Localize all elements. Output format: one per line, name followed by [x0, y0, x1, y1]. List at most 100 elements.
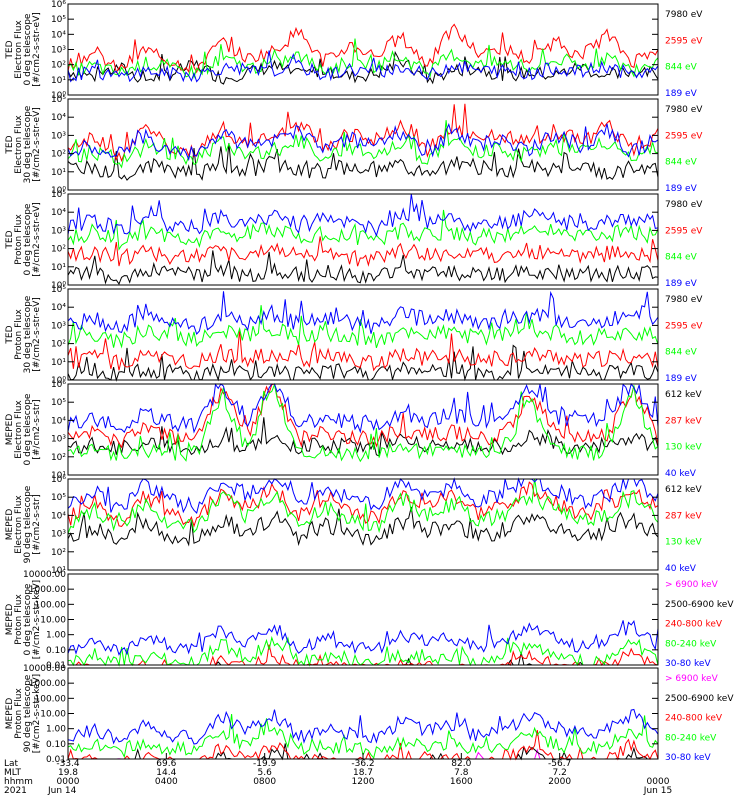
series-trace-1: [67, 344, 659, 382]
series-trace-3: [67, 209, 659, 251]
x-tick-label: 14.4: [156, 768, 176, 778]
series-trace-4: [67, 50, 659, 83]
x-tick-label: -56.7: [548, 759, 571, 769]
series-trace-4: [67, 123, 659, 162]
legend-entry: 612 keV: [665, 390, 702, 400]
y-tick-label: 10⁶: [51, 380, 66, 390]
legend-entry: > 6900 keV: [665, 674, 719, 684]
y-axis-label-line: Electron Flux: [14, 495, 24, 554]
y-axis-label-line: Proton Flux: [14, 214, 24, 265]
x-row-label: MLT: [4, 768, 22, 778]
series-trace-5: [67, 708, 659, 745]
panel-frame: [67, 193, 659, 286]
series-trace-4: [67, 193, 659, 237]
y-axis-label-line: [#/cm2-s-str-keV]: [32, 580, 42, 659]
y-axis-label: MEPEDElectron Flux0 deg telescope[#/cm2-…: [5, 393, 42, 465]
y-tick-label: 10000.00: [23, 664, 66, 674]
y-tick-label: 10⁴: [51, 303, 66, 313]
y-axis-label-line: MEPED: [5, 414, 15, 446]
x-tick-label: 0400: [155, 777, 178, 787]
y-tick-label: 1.00: [46, 631, 66, 641]
y-axis-label-line: [#/cm2-s-str-eV]: [32, 202, 42, 277]
panel-5: 10¹ 10² 10³ 10⁴ 10⁵ 10⁶ MEPEDElectron Flux0 de…: [5, 380, 702, 481]
series-trace-2: [67, 329, 659, 372]
y-tick-label: 10³: [51, 530, 66, 540]
y-tick-label: 100.00: [35, 694, 67, 704]
y-tick-label: 0.01: [46, 755, 66, 765]
x-tick-label: 1600: [450, 777, 473, 787]
series-trace-4: [67, 382, 659, 434]
y-axis-label-line: Proton Flux: [14, 594, 24, 645]
legend-entry: 240-800 keV: [665, 620, 723, 630]
y-tick-label: 10⁰: [51, 91, 66, 101]
y-tick-label: 10⁵: [51, 398, 66, 408]
x-tick-label: 1200: [352, 777, 375, 787]
y-tick-label: 10²: [51, 61, 66, 71]
panel-frame: [67, 573, 659, 666]
y-axis-label-line: Electron Flux: [14, 20, 24, 79]
y-tick-label: 10⁴: [51, 416, 66, 426]
series-trace-4: [67, 635, 659, 667]
y-tick-label: 10⁵: [51, 95, 66, 105]
panel-frame: [67, 667, 659, 760]
legend-entry: 844 eV: [665, 63, 698, 73]
x-tick-label: 7.8: [454, 768, 469, 778]
y-axis-label-line: TED: [5, 325, 15, 344]
y-tick-label: 10²: [51, 548, 66, 558]
y-axis-label-line: MEPED: [5, 509, 15, 541]
x-tick-label: 0000: [647, 777, 670, 787]
legend-entry: 189 eV: [665, 279, 698, 289]
y-tick-label: 10¹: [51, 76, 66, 86]
y-tick-label: 10³: [51, 46, 66, 56]
y-axis-label-line: [#/cm2-s-str-keV]: [32, 674, 42, 753]
panel-1: 10⁰ 10¹ 10² 10³ 10⁴ 10⁵ 10⁶ TEDElectron Flux0 d…: [5, 0, 703, 101]
legend-entry: 844 eV: [665, 348, 698, 358]
legend-entry: 844 eV: [665, 253, 698, 263]
y-tick-label: 10000.00: [23, 570, 66, 580]
legend-entry: 7980 eV: [665, 295, 703, 305]
legend-entry: 189 eV: [665, 89, 698, 99]
panel-7: 0.010.101.0010.00100.001000.0010000.00ME…: [5, 570, 734, 671]
y-axis-label: MEPEDElectron Flux90 deg telescope[#/cm2…: [5, 485, 42, 563]
y-tick-label: 10.00: [40, 616, 66, 626]
x-tick-label: 18.7: [353, 768, 373, 778]
legend-entry: 80-240 keV: [665, 639, 717, 649]
x-tick-label: -36.2: [351, 759, 374, 769]
y-tick-label: 10⁴: [51, 113, 66, 123]
legend-entry: 30-80 keV: [665, 753, 711, 763]
y-axis-label-line: MEPED: [5, 698, 15, 730]
series-trace-2: [67, 103, 659, 163]
y-tick-label: 1000.00: [29, 585, 66, 595]
y-axis-label-line: TED: [5, 135, 15, 154]
y-axis-label: TEDProton Flux30 deg telescope[#/cm2-s-s…: [5, 295, 42, 373]
series-trace-3: [67, 382, 659, 463]
x-tick-label: 0000: [57, 777, 80, 787]
y-axis-label-line: 90 deg telescope: [23, 674, 33, 752]
legend-entry: 2595 eV: [665, 321, 703, 331]
y-tick-label: 1.00: [46, 725, 66, 735]
legend-entry: 80-240 keV: [665, 733, 717, 743]
y-tick-label: 10⁰: [51, 186, 66, 196]
y-axis-label-line: MEPED: [5, 604, 15, 636]
series-trace-4: [67, 477, 659, 514]
y-axis-label: TEDElectron Flux30 deg telescope[#/cm2-s…: [5, 105, 42, 183]
legend-entry: 189 eV: [665, 374, 698, 384]
y-tick-label: 10.00: [40, 710, 66, 720]
y-tick-label: 10³: [51, 131, 66, 141]
legend-entry: 7980 eV: [665, 10, 703, 20]
series-trace-1: [67, 250, 659, 285]
x-row-label: 2021: [4, 786, 27, 796]
y-tick-label: 0.01: [46, 661, 66, 671]
x-tick-label: 5.6: [258, 768, 273, 778]
panel-frame: [67, 288, 659, 381]
y-axis-label-line: Proton Flux: [14, 688, 24, 739]
panel-frame: [67, 98, 659, 191]
series-trace-1: [67, 417, 659, 457]
y-tick-label: 10¹: [51, 263, 66, 273]
y-axis-label-line: 0 deg telescope: [23, 13, 33, 85]
panel-2: 10⁰ 10¹ 10² 10³ 10⁴ 10⁵ TEDElectron Flux30 deg…: [5, 95, 703, 196]
legend-entry: 2595 eV: [665, 226, 703, 236]
y-tick-label: 10⁰: [51, 281, 66, 291]
